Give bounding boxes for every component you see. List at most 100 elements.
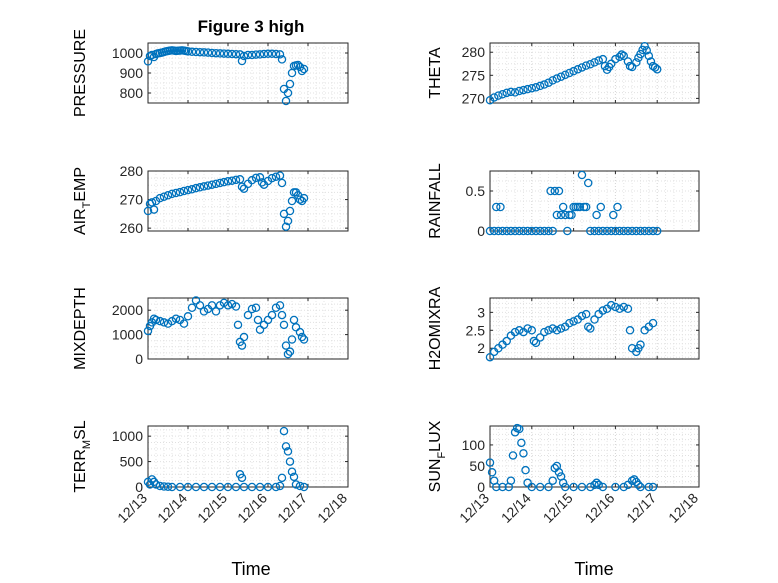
data-point: [632, 226, 641, 236]
data-point: [527, 83, 537, 93]
y-axis-label: PRESSURE: [72, 29, 89, 117]
y-axis-label: THETA: [427, 47, 444, 99]
data-point: [652, 65, 662, 74]
data-point: [147, 50, 157, 60]
data-point: [277, 310, 287, 320]
data-point: [191, 183, 201, 193]
data-point: [223, 177, 233, 186]
data-point: [560, 210, 570, 220]
data-point: [159, 318, 169, 327]
y-tick-label: 275: [462, 67, 486, 83]
data-point: [531, 83, 541, 92]
data-point: [644, 226, 654, 236]
data-point: [627, 62, 637, 72]
data-point: [590, 315, 599, 324]
data-point: [199, 182, 209, 191]
data-point: [275, 481, 285, 491]
data-point: [569, 317, 578, 326]
x-tick-label: 12/17: [623, 490, 659, 526]
data-point: [648, 318, 658, 328]
data-point: [299, 64, 309, 74]
data-point: [277, 178, 287, 188]
data-point: [573, 65, 583, 74]
data-point: [592, 210, 601, 220]
data-point: [175, 187, 185, 197]
data-point: [149, 477, 159, 487]
data-point: [515, 226, 524, 236]
data-point: [544, 78, 553, 87]
x-tick-label: 12/18: [314, 490, 350, 526]
data-point: [163, 482, 173, 491]
data-point: [615, 304, 624, 314]
data-point: [613, 202, 622, 212]
data-point: [281, 442, 291, 451]
subplot-8: 0 50 100 12/13 12/14 12/15 12/16 12/17 12/18 SUNF…: [427, 420, 701, 526]
data-point: [527, 482, 537, 492]
data-point: [277, 55, 287, 64]
data-point: [523, 226, 532, 236]
data-point: [531, 338, 541, 348]
data-point: [215, 178, 225, 188]
data-point: [548, 226, 557, 236]
data-point: [179, 319, 189, 328]
data-point: [494, 91, 503, 100]
data-point: [223, 482, 233, 492]
data-point: [617, 50, 626, 59]
data-point: [625, 326, 635, 335]
data-point: [642, 46, 652, 55]
data-point: [544, 482, 553, 492]
x-tick-label: 12/16: [234, 490, 270, 526]
y-tick-label: 1000: [112, 45, 143, 61]
data-point: [583, 178, 593, 188]
data-point: [517, 438, 526, 448]
data-point: [556, 324, 566, 333]
data-point: [297, 332, 307, 342]
data-point: [510, 327, 520, 337]
y-tick-label: 900: [120, 65, 144, 81]
data-point: [253, 315, 263, 325]
data-point: [609, 210, 618, 220]
data-point: [629, 475, 639, 484]
data-point: [590, 480, 599, 490]
data-point: [650, 63, 660, 72]
data-point: [199, 482, 209, 492]
data-point: [283, 447, 293, 456]
data-point: [615, 226, 624, 236]
data-point: [287, 196, 297, 206]
data-point: [577, 482, 587, 492]
data-point: [515, 86, 524, 96]
data-point: [255, 50, 265, 59]
data-point: [644, 51, 654, 61]
axes-box: [489, 42, 700, 104]
data-point: [151, 315, 161, 325]
y-tick-label: 800: [120, 85, 144, 101]
y-axis-label: RAINFALL: [427, 163, 444, 239]
data-point: [510, 88, 520, 97]
data-point: [527, 326, 537, 335]
data-point: [546, 186, 555, 196]
data-point: [227, 176, 237, 185]
data-point: [592, 478, 601, 488]
data-point: [521, 465, 530, 475]
data-point: [285, 79, 295, 89]
data-point: [648, 226, 658, 236]
data-point: [179, 186, 189, 196]
data-point: [143, 57, 153, 66]
data-point: [636, 482, 645, 492]
data-point: [515, 326, 524, 335]
data-point: [295, 481, 305, 491]
y-tick-label: 2: [477, 340, 485, 356]
data-point: [492, 202, 501, 212]
data-point: [540, 226, 549, 236]
data-point: [299, 335, 309, 344]
x-tick-label: 12/15: [540, 490, 576, 526]
y-tick-label: 280: [120, 163, 144, 179]
data-point: [554, 468, 564, 477]
subplot-4: 0 0.5 RAINFALL: [427, 163, 700, 239]
data-point: [259, 49, 269, 59]
data-point: [233, 320, 243, 330]
data-point: [586, 324, 595, 333]
data-point: [619, 302, 629, 312]
data-point: [155, 316, 165, 326]
